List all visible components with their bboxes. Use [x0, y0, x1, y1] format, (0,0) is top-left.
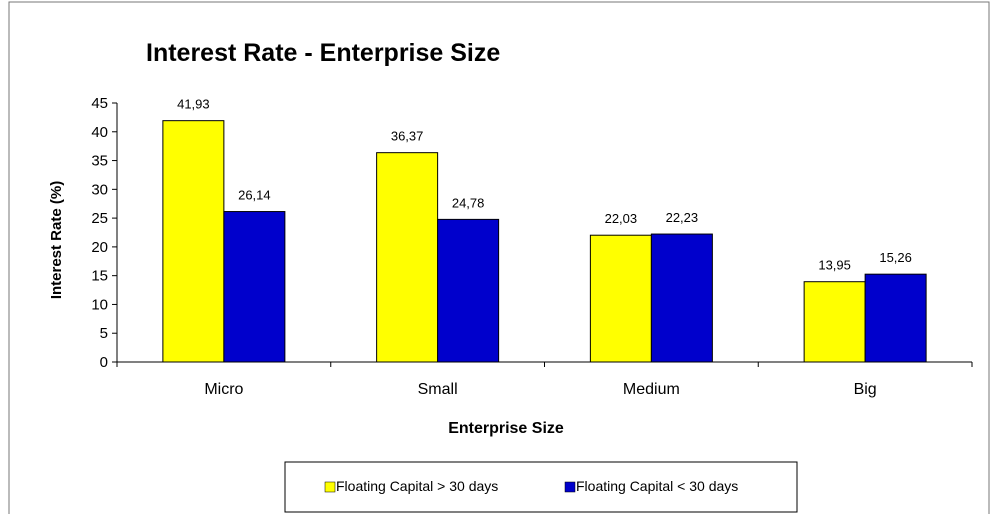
bar-medium-series-1 — [589, 234, 652, 363]
data-label: 26,14 — [238, 188, 271, 203]
x-tick-label: Micro — [204, 381, 243, 398]
y-tick-label: 25 — [91, 210, 108, 227]
y-axis: 0 5 10 15 20 25 30 35 40 45 — [91, 95, 118, 371]
chart-title: Interest Rate - Enterprise Size — [146, 39, 500, 67]
x-tick-label: Medium — [623, 381, 680, 398]
legend-swatch-series-1 — [324, 481, 336, 493]
y-tick-label: 0 — [100, 354, 108, 371]
bar-micro-series-2 — [223, 211, 286, 363]
legend: Floating Capital > 30 days Floating Capi… — [284, 461, 798, 513]
legend-label-series-2: Floating Capital < 30 days — [576, 478, 738, 494]
y-tick-label: 5 — [100, 325, 108, 342]
y-tick-label: 45 — [91, 95, 108, 112]
x-tick-label: Small — [418, 381, 458, 398]
bar-medium-series-2 — [650, 233, 713, 363]
bar-small-series-1 — [376, 152, 439, 363]
y-tick-label: 20 — [91, 239, 108, 256]
data-label: 22,03 — [605, 211, 638, 226]
legend-label-series-1: Floating Capital > 30 days — [336, 478, 498, 494]
bar-micro-series-1 — [162, 120, 225, 363]
data-label: 24,78 — [452, 195, 485, 210]
data-label: 22,23 — [666, 210, 699, 225]
data-label: 41,93 — [177, 97, 210, 112]
bar-big-series-2 — [864, 273, 927, 363]
y-tick-label: 10 — [91, 296, 108, 313]
y-axis-title: Interest Rate (%) — [48, 181, 65, 299]
y-tick-label: 35 — [91, 153, 108, 170]
y-tick-label: 40 — [91, 124, 108, 141]
y-tick-label: 30 — [91, 181, 108, 198]
y-tick-label: 15 — [91, 268, 108, 285]
legend-swatch-series-2 — [564, 481, 576, 493]
x-tick-label: Big — [854, 381, 877, 398]
data-label: 15,26 — [879, 250, 912, 265]
x-axis: Micro Small Medium Big — [116, 361, 973, 398]
x-axis-title: Enterprise Size — [448, 420, 564, 437]
data-labels: 41,93 26,14 36,37 24,78 22,03 22,23 13,95 15,26 — [177, 97, 912, 273]
legend-box — [284, 461, 798, 513]
bar-big-series-1 — [803, 281, 866, 363]
data-label: 36,37 — [391, 129, 424, 144]
bar-small-series-2 — [437, 218, 500, 363]
data-label: 13,95 — [818, 258, 851, 273]
bars — [162, 120, 927, 363]
